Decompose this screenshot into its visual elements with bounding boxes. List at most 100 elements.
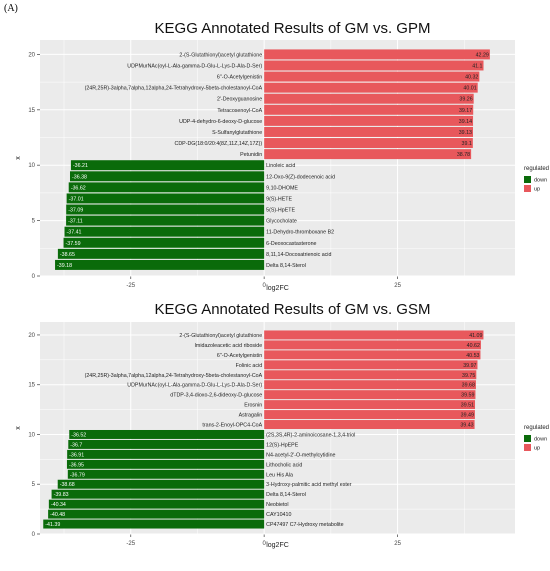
bar-name-label: 5(S)-HpETE [266, 208, 295, 214]
bar-value-label: 42.29 [476, 52, 489, 58]
bar-value-label: 40.01 [463, 86, 476, 92]
legend-entry-up: up [534, 187, 540, 193]
bar-down [66, 459, 265, 469]
bar-down [48, 499, 265, 509]
bar-value-label: 39.1 [462, 141, 472, 147]
bar-value-label: -36.52 [71, 432, 86, 438]
bar-name-label: 9(S)-HETE [266, 196, 292, 202]
bar-name-label: Lithocholic acid [266, 462, 302, 468]
bar-up [264, 60, 484, 71]
bar-down [70, 160, 265, 171]
bar-down [43, 519, 265, 529]
bar-down [67, 469, 265, 479]
bar-up [264, 370, 477, 380]
x-tick-label: 25 [394, 283, 401, 289]
bar-up [264, 138, 473, 149]
legend-entry-down: down [534, 178, 547, 184]
bar-value-label: 39.59 [461, 393, 474, 399]
bar-name-label: Tetracosenoyl-CoA [217, 108, 262, 114]
bar-up [264, 49, 490, 60]
y-axis-label: x [15, 426, 22, 430]
y-tick-label: 20 [28, 52, 35, 58]
y-axis-label: x [15, 156, 22, 160]
bar-up [264, 330, 484, 340]
bar-up [264, 82, 478, 93]
bar-up [264, 340, 481, 350]
bar-name-label: Folinic acid [236, 363, 263, 369]
bar-value-label: 39.49 [461, 413, 474, 419]
bar-value-label: 40.32 [465, 75, 478, 81]
bar-name-label: (24R,25R)-3alpha,7alpha,12alpha,24-Tetra… [85, 373, 263, 379]
bar-name-label: 6''-O-Acetylgenistin [217, 75, 262, 81]
bar-up [264, 390, 476, 400]
y-tick-label: 5 [32, 219, 36, 225]
bar-up [264, 71, 480, 82]
x-tick-label: 0 [262, 541, 266, 547]
bar-name-label: 6-Deoxocastasterone [266, 241, 316, 247]
x-tick-label: -25 [126, 541, 135, 547]
legend-entry-up: up [534, 446, 540, 452]
bar-up [264, 115, 474, 126]
bar-name-label: 9,10-DHOME [266, 185, 298, 191]
bar-value-label: -36.38 [72, 174, 87, 180]
bar-value-label: -36.7 [70, 442, 82, 448]
bar-up [264, 149, 472, 160]
legend-entry-down: down [534, 437, 547, 443]
bar-up [264, 380, 476, 390]
bar-value-label: -38.68 [60, 482, 75, 488]
bar-value-label: 40.53 [466, 353, 479, 359]
bar-down [57, 479, 265, 489]
bar-name-label: (2S,3S,4R)-2-aminoicosane-1,3,4-triol [266, 432, 355, 438]
bar-value-label: -40.34 [51, 502, 66, 508]
bar-name-label: dTDP-3,4-dioxo-2,6-dideoxy-D-glucose [170, 393, 262, 399]
bar-name-label: Erosnin [244, 403, 262, 409]
bar-value-label: 41.1 [472, 63, 482, 69]
bar-down [57, 248, 265, 259]
y-tick-label: 10 [28, 432, 35, 438]
bar-name-label: Petunidin [240, 152, 262, 158]
bar-name-label: 6''-O-Acetylgenistin [217, 353, 262, 359]
bar-value-label: 39.13 [459, 130, 472, 136]
bar-name-label: (24R,25R)-3alpha,7alpha,12alpha,24-Tetra… [85, 86, 263, 92]
bar-name-label: Leu His Ala [266, 472, 293, 478]
bar-name-label: S-Sulfanylglutathione [212, 130, 262, 136]
bar-value-label: -39.83 [54, 492, 69, 498]
bar-name-label: N4-acetyl-2'-O-methylcytidine [266, 452, 335, 458]
bar-down [69, 171, 265, 182]
legend: regulated down up [524, 166, 549, 193]
x-axis-label: log2FC [266, 285, 289, 292]
bar-value-label: -36.79 [70, 472, 85, 478]
bar-name-label: 2-(S-Glutathionyl)acetyl glutathione [179, 333, 262, 339]
bar-name-label: UDPMurNAc(oyl-L-Ala-gamma-D-Glu-L-Lys-D-… [127, 383, 262, 389]
bar-value-label: -36.91 [69, 452, 84, 458]
y-tick-label: 0 [32, 532, 36, 538]
bar-value-label: 38.78 [457, 152, 470, 158]
x-axis-label: log2FC [266, 542, 289, 549]
bar-value-label: -41.39 [45, 522, 60, 528]
bar-value-label: -40.48 [50, 512, 65, 518]
bar-up [264, 126, 473, 137]
bar-value-label: 40.62 [467, 343, 480, 349]
bar-name-label: CP47497 C7-Hydroxy metabolite [266, 522, 343, 528]
bar-name-label: Linoleic acid [266, 163, 295, 169]
bar-down [66, 215, 265, 226]
bar-value-label: -37.11 [68, 219, 83, 225]
bar-name-label: 8,11,14-Docosatrienoic acid [266, 252, 331, 258]
bar-value-label: -37.41 [66, 230, 81, 236]
bar-up [264, 104, 474, 115]
y-tick-label: 20 [28, 333, 35, 339]
bar-down [51, 489, 265, 499]
bar-name-label: CDP-DG(18:0/20:4(8Z,11Z,14Z,17Z)) [175, 141, 263, 147]
bar-value-label: 39.17 [459, 108, 472, 114]
bar-value-label: -37.09 [68, 208, 83, 214]
bar-up [264, 410, 475, 420]
x-tick-label: -25 [126, 283, 135, 289]
bar-name-label: Neobietol [266, 502, 288, 508]
chart-1: KEGG Annotated Results of GM vs. GPM -25 0… [15, 20, 549, 292]
bar-value-label: 39.75 [462, 373, 475, 379]
bar-down [55, 259, 265, 270]
bar-name-label: UDPMurNAc(oyl-L-Ala-gamma-D-Glu-L-Lys-D-… [127, 63, 262, 69]
bar-down [48, 509, 265, 519]
legend-swatch-down [524, 435, 531, 442]
